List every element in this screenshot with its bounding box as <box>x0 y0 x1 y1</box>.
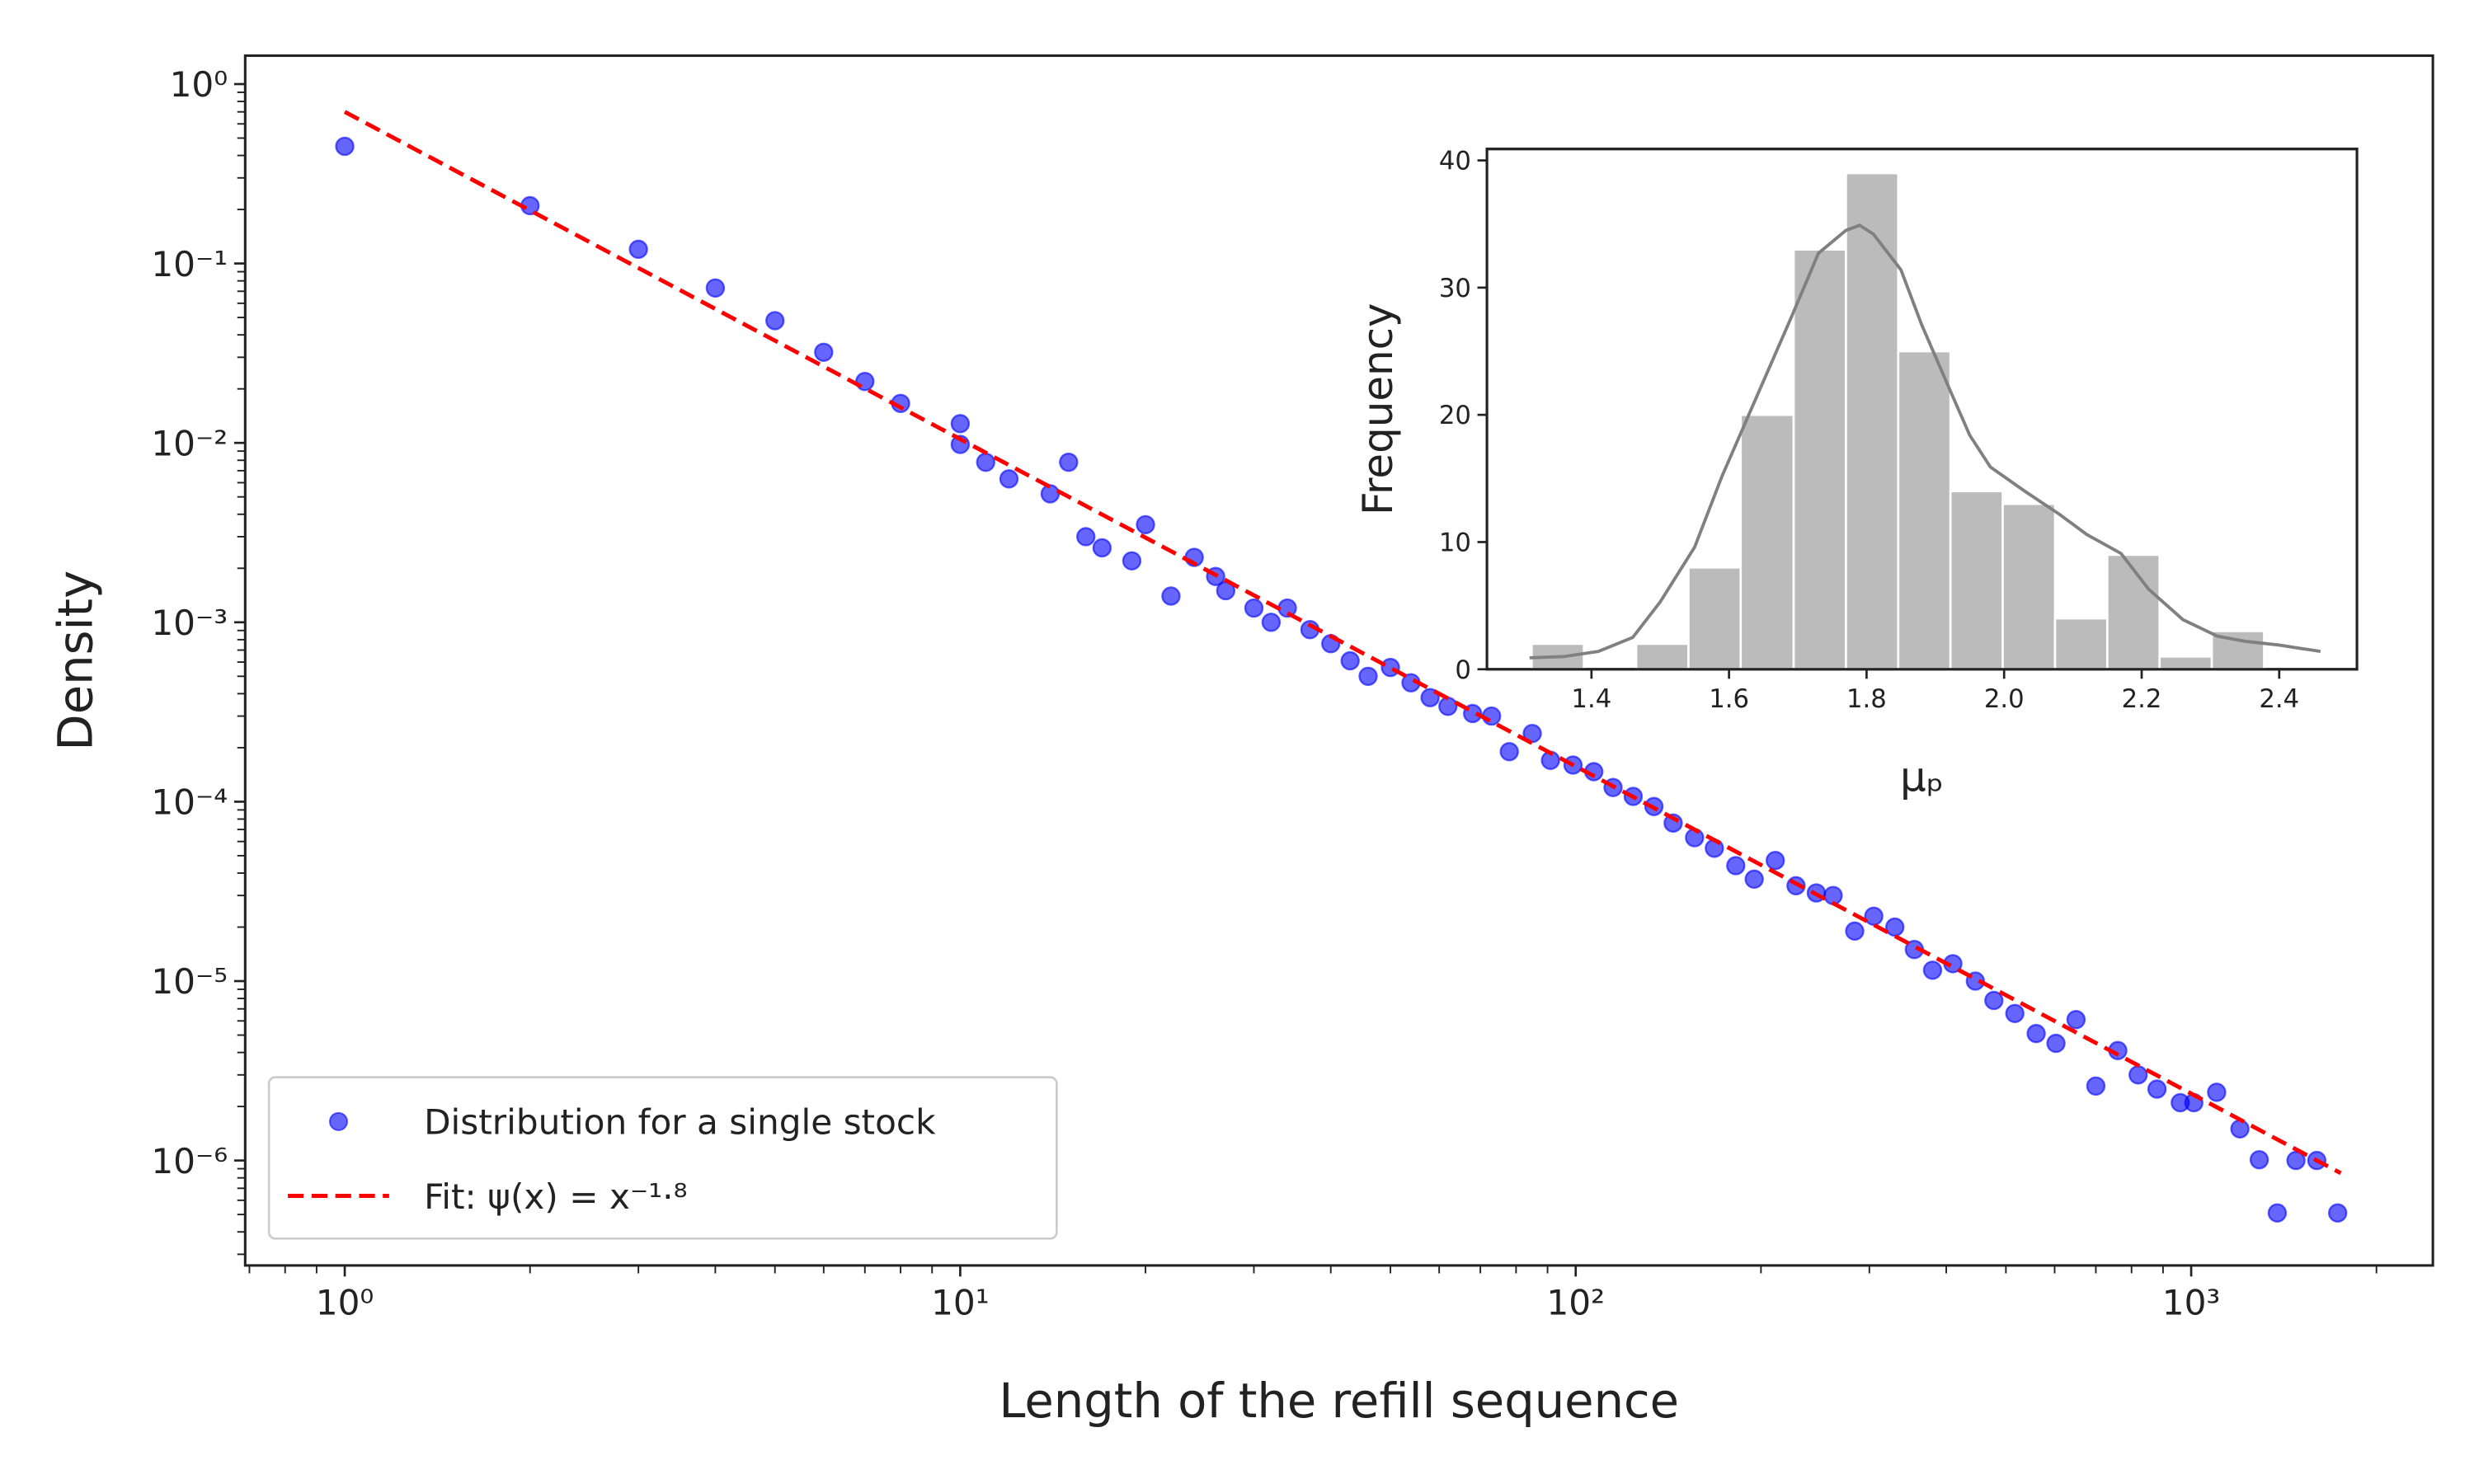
scatter-point <box>855 371 875 392</box>
scatter-point <box>999 469 1019 489</box>
histogram-bar <box>1687 566 1743 671</box>
scatter-point <box>1136 514 1155 535</box>
histogram-bar <box>2001 502 2057 671</box>
histogram-bar <box>2053 617 2109 671</box>
x-tick-label: 2.0 <box>1984 685 2025 714</box>
scatter-point <box>2086 1076 2106 1097</box>
scatter-point <box>628 239 648 260</box>
scatter-point <box>1499 742 1519 762</box>
x-tick-label: 10¹ <box>931 1282 990 1322</box>
fit-line <box>343 110 2342 1176</box>
legend-marker <box>328 1111 348 1131</box>
scatter-point <box>814 342 834 362</box>
kde-line <box>1529 223 2321 660</box>
scatter-point <box>976 452 995 472</box>
histogram-bar <box>1845 171 1900 671</box>
x-tick-label: 2.2 <box>2122 685 2162 714</box>
scatter-point <box>1884 917 1905 937</box>
histogram-bar <box>2158 655 2213 671</box>
scatter-point <box>1864 906 1884 926</box>
scatter-point <box>1122 551 1142 571</box>
plot-frame <box>1485 148 2359 671</box>
legend-label: Fit: ψ(x) = x⁻¹·⁸ <box>424 1176 687 1217</box>
y-tick-label: 10⁰ <box>170 64 228 105</box>
scatter-point <box>2230 1119 2250 1139</box>
scatter-point <box>1438 697 1458 716</box>
histogram-bar <box>1792 248 1847 671</box>
scatter-point <box>2147 1079 2167 1099</box>
scatter-point <box>335 136 355 157</box>
y-tick-label: 10⁻³ <box>151 603 228 643</box>
scatter-point <box>2207 1082 2227 1102</box>
scatter-point <box>1845 921 1865 942</box>
y-axis-label: Frequency <box>1354 303 1402 515</box>
scatter-point <box>1726 856 1746 876</box>
scatter-point <box>2128 1065 2148 1085</box>
scatter-point <box>1261 613 1282 632</box>
y-tick-label: 30 <box>1439 275 1471 303</box>
histogram-bar <box>1634 642 1690 671</box>
scatter-point <box>2026 1023 2046 1044</box>
histogram-bar <box>1739 413 1795 671</box>
scatter-point <box>765 311 785 331</box>
x-tick-label: 10³ <box>2162 1282 2221 1322</box>
y-tick-label: 20 <box>1439 402 1471 430</box>
legend-label: Distribution for a single stock <box>424 1102 936 1143</box>
histogram-bar <box>1949 490 2004 671</box>
scatter-point <box>1358 666 1378 686</box>
y-tick-label: 0 <box>1455 656 1471 685</box>
x-axis-label: Length of the refill sequence <box>999 1374 1679 1429</box>
scatter-point <box>2046 1033 2066 1054</box>
scatter-point <box>1766 851 1785 871</box>
scatter-point <box>1040 484 1061 504</box>
y-tick-label: 10⁻² <box>151 423 228 463</box>
scatter-point <box>2066 1010 2086 1030</box>
x-axis-label: μₚ <box>1900 753 1944 801</box>
scatter-point <box>2249 1149 2269 1170</box>
scatter-point <box>705 278 726 298</box>
scatter-point <box>1059 452 1079 472</box>
x-tick-label: 10² <box>1546 1282 1605 1322</box>
scatter-point <box>1092 538 1112 558</box>
scatter-point <box>1922 960 1943 980</box>
scatter-point <box>1340 650 1360 671</box>
scatter-point <box>2005 1003 2025 1023</box>
scatter-point <box>950 414 971 434</box>
scatter-point <box>1244 598 1264 618</box>
legend-box <box>267 1076 1058 1240</box>
y-tick-label: 10⁻¹ <box>151 244 228 284</box>
y-tick-label: 40 <box>1439 148 1471 176</box>
scatter-point <box>1076 527 1096 547</box>
histogram-bar <box>2105 553 2161 671</box>
histogram-bar <box>1897 350 1952 671</box>
scatter-point <box>1984 990 2004 1011</box>
scatter-point <box>2286 1150 2306 1171</box>
x-tick-label: 1.8 <box>1846 685 1887 714</box>
y-tick-label: 10⁻⁵ <box>151 961 228 1002</box>
scatter-point <box>1380 657 1400 678</box>
scatter-point <box>1744 869 1764 890</box>
y-tick-label: 10 <box>1439 529 1471 558</box>
y-axis-label: Density <box>48 571 103 751</box>
scatter-point <box>2328 1203 2348 1223</box>
x-tick-label: 2.4 <box>2259 685 2299 714</box>
x-tick-label: 1.6 <box>1709 685 1749 714</box>
x-tick-label: 10⁰ <box>316 1282 374 1322</box>
y-tick-label: 10⁻⁴ <box>151 782 228 823</box>
scatter-point <box>2267 1203 2288 1223</box>
x-tick-label: 1.4 <box>1571 685 1611 714</box>
scatter-point <box>1161 586 1181 606</box>
y-tick-label: 10⁻⁶ <box>151 1141 228 1181</box>
